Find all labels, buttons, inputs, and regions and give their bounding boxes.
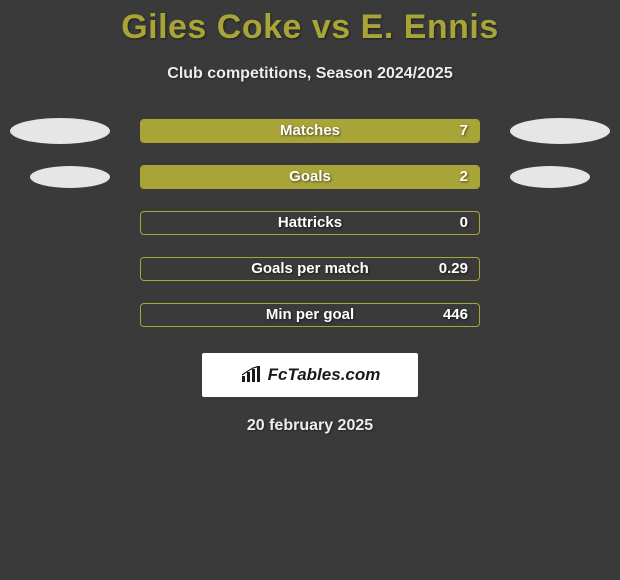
- logo-text: FcTables.com: [268, 365, 381, 385]
- right-avatar-blob: [510, 118, 610, 144]
- stat-rows: Matches7Goals2Hattricks0Goals per match0…: [0, 119, 620, 327]
- stat-value: 7: [460, 119, 468, 143]
- stat-label: Matches: [140, 119, 480, 143]
- page-title: Giles Coke vs E. Ennis: [0, 0, 620, 47]
- subtitle: Club competitions, Season 2024/2025: [0, 65, 620, 83]
- stat-label: Goals per match: [140, 257, 480, 281]
- stat-value: 0.29: [439, 257, 468, 281]
- stat-value: 2: [460, 165, 468, 189]
- bar-chart-icon: [240, 366, 262, 384]
- stat-row: Matches7: [0, 119, 620, 143]
- stat-row: Goals per match0.29: [0, 257, 620, 281]
- stat-row: Hattricks0: [0, 211, 620, 235]
- left-avatar-blob: [10, 118, 110, 144]
- date-text: 20 february 2025: [0, 417, 620, 435]
- stat-label: Goals: [140, 165, 480, 189]
- stat-label: Hattricks: [140, 211, 480, 235]
- left-avatar-blob: [30, 166, 110, 188]
- stat-row: Goals2: [0, 165, 620, 189]
- stat-label: Min per goal: [140, 303, 480, 327]
- stat-row: Min per goal446: [0, 303, 620, 327]
- fctables-logo: FcTables.com: [202, 353, 418, 397]
- right-avatar-blob: [510, 166, 590, 188]
- stat-value: 0: [460, 211, 468, 235]
- stat-value: 446: [443, 303, 468, 327]
